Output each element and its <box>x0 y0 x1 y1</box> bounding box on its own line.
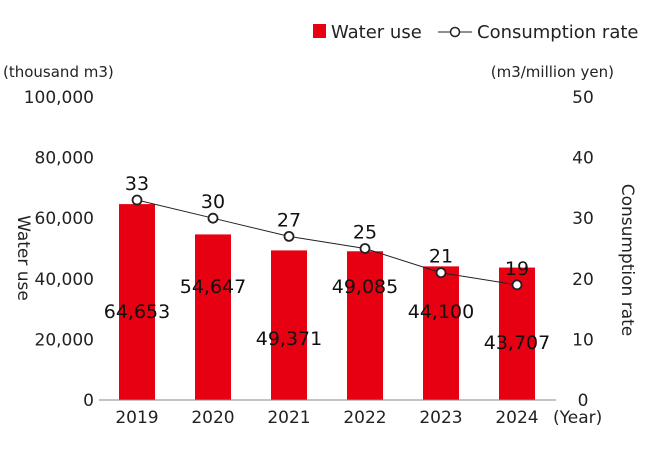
bar-data-label: 54,647 <box>180 276 246 298</box>
point-consumption-rate <box>435 267 447 279</box>
line-data-label: 21 <box>429 246 453 268</box>
line-data-label: 25 <box>353 222 377 244</box>
line-data-label: 27 <box>277 209 301 231</box>
right-axis-title: Consumption rate <box>617 184 637 337</box>
line-data-label: 33 <box>125 173 149 195</box>
x-tick-label: 2019 <box>115 408 158 428</box>
right-tick-label: 0 <box>578 391 589 411</box>
legend: Water use Consumption rate <box>313 22 639 43</box>
x-tick-label: 2021 <box>267 408 310 428</box>
bar-water-use <box>423 266 459 400</box>
right-tick-label: 50 <box>572 88 594 108</box>
left-tick-label: 0 <box>83 391 94 411</box>
bar-water-use <box>271 250 307 400</box>
line-data-label: 30 <box>201 191 225 213</box>
bar-data-label: 64,653 <box>104 301 170 323</box>
bar-water-use <box>119 204 155 400</box>
right-tick-label: 20 <box>572 270 594 290</box>
point-consumption-rate <box>511 279 523 291</box>
left-axis-unit: (thousand m3) <box>3 63 114 81</box>
right-axis-unit: (m3/million yen) <box>491 63 614 81</box>
line-data-label: 19 <box>505 258 529 280</box>
legend-label-water-use: Water use <box>331 22 422 43</box>
right-tick-label: 10 <box>572 330 594 350</box>
point-consumption-rate <box>283 230 295 242</box>
right-tick-label: 30 <box>572 209 594 229</box>
left-axis-title: Water use <box>13 215 33 301</box>
right-tick-label: 40 <box>572 149 594 169</box>
x-tick-label: 2024 <box>495 408 538 428</box>
left-tick-label: 60,000 <box>35 209 94 229</box>
left-tick-label: 20,000 <box>35 330 94 350</box>
x-tick-label: 2022 <box>343 408 386 428</box>
left-tick-label: 100,000 <box>24 88 94 108</box>
bar-data-label: 44,100 <box>408 301 474 323</box>
bar-data-label: 49,371 <box>256 328 322 350</box>
bar-data-label: 43,707 <box>484 332 550 354</box>
x-tick-label: 2020 <box>191 408 234 428</box>
line-consumption-rate <box>136 199 518 286</box>
left-tick-label: 80,000 <box>35 149 94 169</box>
bar-water-use <box>347 251 383 400</box>
x-axis-label: (Year) <box>553 408 602 428</box>
point-consumption-rate <box>131 194 143 206</box>
legend-swatch-water-use <box>313 24 326 38</box>
left-tick-label: 40,000 <box>35 270 94 290</box>
point-consumption-rate <box>207 212 219 224</box>
bar-water-use <box>195 234 231 400</box>
legend-label-consumption-rate: Consumption rate <box>477 22 639 43</box>
legend-marker-consumption-rate <box>449 26 461 38</box>
x-tick-label: 2023 <box>419 408 462 428</box>
bar-data-label: 49,085 <box>332 276 398 298</box>
point-consumption-rate <box>359 243 371 254</box>
